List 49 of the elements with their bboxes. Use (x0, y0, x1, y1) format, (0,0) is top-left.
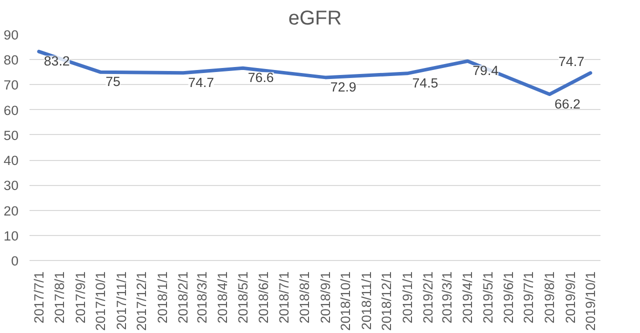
data-label: 83.2 (44, 54, 70, 69)
x-tick-label: 2019/7/1 (521, 271, 536, 324)
x-tick-label: 2018/4/1 (215, 271, 230, 324)
x-tick-label: 2018/1/1 (154, 271, 170, 324)
line-series (37, 50, 592, 96)
y-tick-label: 30 (4, 178, 19, 194)
x-tick-label: 2017/12/1 (134, 271, 150, 331)
x-tick-label: 2019/8/1 (542, 271, 558, 324)
x-tick-label: 2018/6/1 (256, 271, 272, 324)
y-tick-label: 90 (4, 28, 19, 42)
x-tick-label: 2017/10/1 (93, 271, 108, 331)
x-tick-label: 2019/1/1 (400, 271, 415, 324)
x-tick-label: 2017/8/1 (52, 271, 68, 324)
data-label: 74.7 (188, 74, 214, 90)
y-tick-label: 70 (4, 78, 19, 93)
x-tick-label: 2019/6/1 (501, 271, 516, 324)
x-tick-label: 2017/11/1 (114, 271, 129, 330)
x-tick-label: 2017/7/1 (31, 271, 46, 324)
x-tick-label: 2018/2/1 (176, 271, 191, 324)
x-tick-label: 2017/9/1 (72, 271, 88, 324)
data-label: 72.9 (330, 79, 356, 94)
x-tick-label: 2018/10/1 (338, 271, 354, 331)
y-tick-label: 0 (11, 254, 19, 268)
x-tick-label: 2018/7/1 (276, 271, 292, 324)
x-tick-label: 2019/9/1 (562, 271, 578, 324)
y-tick-label: 40 (4, 153, 19, 168)
data-label: 74.5 (412, 75, 438, 90)
x-tick-label: 2019/10/1 (582, 271, 598, 331)
y-tick-label: 10 (4, 228, 19, 244)
x-tick-label: 2018/11/1 (358, 271, 374, 330)
x-tick-label: 2019/3/1 (439, 271, 454, 324)
data-label: 75 (106, 74, 120, 90)
y-tick-label: 50 (4, 128, 19, 143)
y-tick-label: 20 (4, 203, 19, 218)
y-tick-label: 80 (4, 52, 19, 68)
x-tick-label: 2018/12/1 (378, 271, 394, 331)
x-tick-label: 2018/5/1 (235, 271, 250, 324)
x-tick-label: 2018/3/1 (194, 271, 210, 324)
data-label: 79.4 (472, 63, 500, 78)
x-tick-label: 2018/8/1 (297, 271, 312, 324)
x-tick-label: 2019/5/1 (480, 271, 496, 324)
x-tick-label: 2019/4/1 (460, 271, 476, 324)
data-label: 76.6 (248, 70, 274, 86)
x-tick-label: 2019/2/1 (420, 271, 436, 324)
data-label: 66.2 (554, 96, 580, 112)
chart-title: eGFR (288, 8, 342, 30)
y-tick-label: 60 (4, 102, 19, 118)
x-tick-label: 2018/9/1 (318, 271, 333, 324)
data-label: 74.7 (558, 54, 584, 69)
